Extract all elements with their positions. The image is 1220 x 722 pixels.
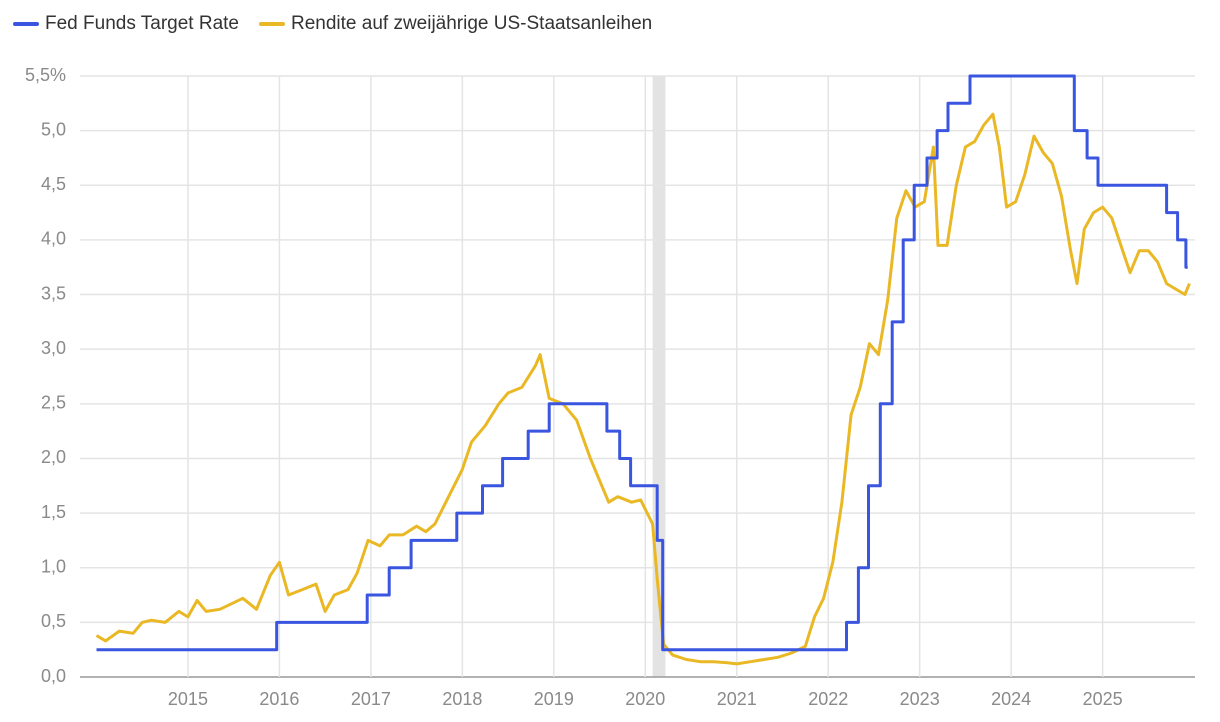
y-tick-label: 1,0 <box>41 556 66 576</box>
y-tick-label: 1,5 <box>41 502 66 522</box>
x-tick-label: 2019 <box>534 689 574 709</box>
y-tick-label: 3,0 <box>41 338 66 358</box>
legend-label: Fed Funds Target Rate <box>45 13 239 34</box>
y-tick-label: 0,0 <box>41 666 66 686</box>
x-tick-label: 2022 <box>808 689 848 709</box>
y-tick-label: 2,0 <box>41 447 66 467</box>
x-tick-label: 2015 <box>168 689 208 709</box>
y-tick-label: 3,5 <box>41 283 66 303</box>
x-tick-label: 2025 <box>1083 689 1123 709</box>
x-tick-label: 2021 <box>717 689 757 709</box>
x-tick-label: 2023 <box>900 689 940 709</box>
y-tick-label: 5,5% <box>25 65 66 85</box>
series-line <box>96 74 1188 652</box>
x-tick-label: 2024 <box>991 689 1031 709</box>
x-tick-label: 2020 <box>625 689 665 709</box>
y-tick-label: 0,5 <box>41 611 66 631</box>
y-tick-label: 5,0 <box>41 119 66 139</box>
series-line <box>95 112 1191 666</box>
legend-label: Rendite auf zweijährige US-Staatsanleihe… <box>291 13 652 34</box>
x-tick-label: 2017 <box>351 689 391 709</box>
x-tick-label: 2018 <box>442 689 482 709</box>
y-tick-label: 2,5 <box>41 393 66 413</box>
y-tick-label: 4,0 <box>41 229 66 249</box>
x-tick-label: 2016 <box>259 689 299 709</box>
y-tick-label: 4,5 <box>41 174 66 194</box>
